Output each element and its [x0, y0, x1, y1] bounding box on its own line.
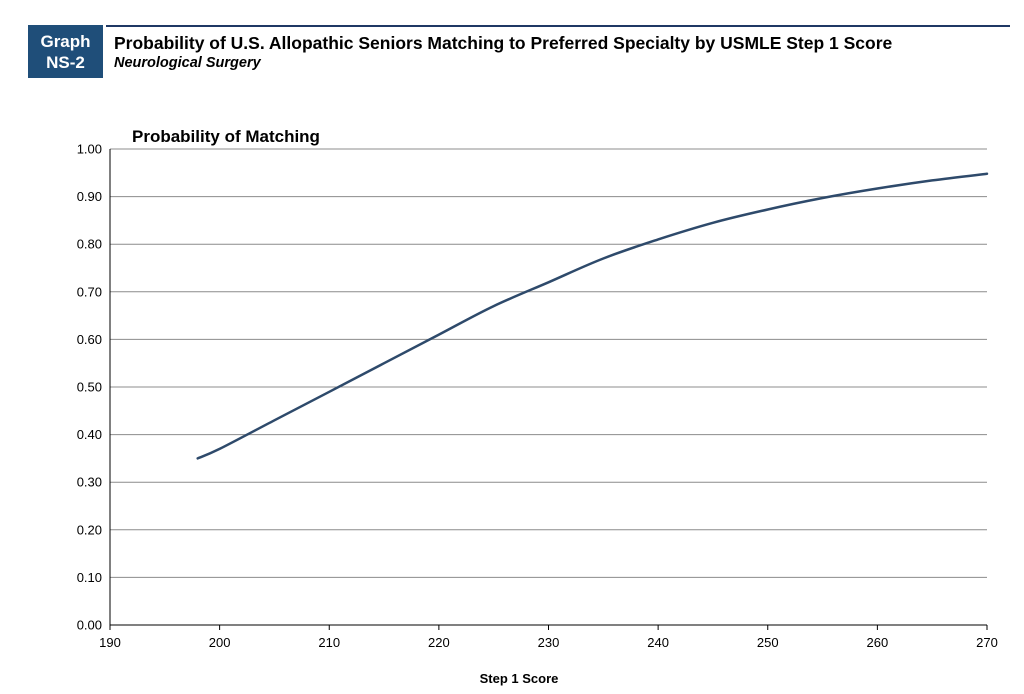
- chart-title: Probability of Matching: [132, 127, 320, 146]
- y-tick-label: 0.20: [77, 522, 102, 537]
- x-tick-label: 210: [318, 635, 340, 650]
- y-tick-label: 0.30: [77, 475, 102, 490]
- x-tick-label: 230: [538, 635, 560, 650]
- axes: [109, 149, 988, 630]
- x-tick-label: 240: [647, 635, 669, 650]
- graph-badge-id: NS-2: [46, 52, 85, 72]
- y-tick-label: 0.40: [77, 427, 102, 442]
- y-tick-label: 0.90: [77, 189, 102, 204]
- tick-labels: 0.00 0.10 0.20 0.30 0.40 0.50 0.60 0.70 0.80 0.90…: [77, 142, 998, 651]
- x-tick-label: 260: [867, 635, 889, 650]
- header-rule: [106, 25, 1010, 27]
- graph-badge-label: Graph: [40, 31, 91, 51]
- y-tick-label: 0.50: [77, 380, 102, 395]
- page-title: Probability of U.S. Allopathic Seniors M…: [114, 33, 893, 53]
- series-line: [196, 172, 989, 460]
- graph-badge: Graph NS-2: [28, 25, 103, 78]
- y-tick-label: 0.10: [77, 570, 102, 585]
- y-tick-label: 1.00: [77, 142, 102, 157]
- y-tick-label: 0.70: [77, 284, 102, 299]
- x-tick-label: 270: [976, 635, 998, 650]
- grid-lines: [110, 148, 987, 626]
- x-tick-label: 220: [428, 635, 450, 650]
- y-tick-label: 0.60: [77, 332, 102, 347]
- x-tick-label: 190: [99, 635, 121, 650]
- series-layer: [196, 172, 989, 460]
- y-tick-label: 0.00: [77, 618, 102, 633]
- y-tick-label: 0.80: [77, 237, 102, 252]
- x-axis-title: Step 1 Score: [480, 671, 559, 686]
- x-tick-label: 200: [209, 635, 231, 650]
- page-subtitle: Neurological Surgery: [114, 55, 261, 71]
- x-tick-label: 250: [757, 635, 779, 650]
